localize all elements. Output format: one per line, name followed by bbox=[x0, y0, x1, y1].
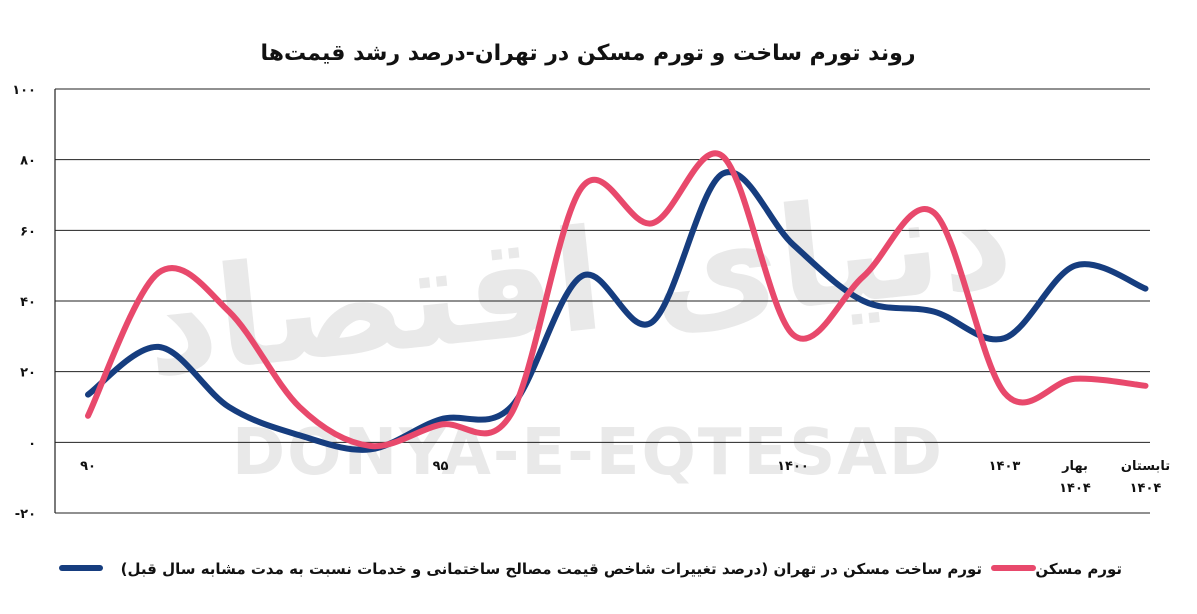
y-tick-label: ۲۰ bbox=[20, 366, 36, 381]
x-tick-label: ۱۴۰۴ bbox=[1130, 481, 1162, 496]
x-tick-label: بهار bbox=[1061, 459, 1088, 474]
x-tick-label: ۹۰ bbox=[80, 459, 96, 474]
x-axis-ticks: ۹۰ ۹۵ ۱۴۰۰ ۱۴۰۳ بهار ۱۴۰۴ تابستان ۱۴۰۴ bbox=[80, 459, 1170, 496]
x-tick-label: ۱۴۰۰ bbox=[777, 459, 809, 474]
x-tick-label: ۹۵ bbox=[433, 459, 449, 474]
chart-title: روند تورم ساخت و تورم مسکن در تهران-درصد… bbox=[261, 41, 916, 66]
legend-label-construction-inflation: تورم ساخت مسکن در تهران (درصد تغییرات شا… bbox=[121, 560, 982, 578]
legend-label-housing-inflation: تورم مسکن bbox=[1035, 560, 1122, 578]
series-line-construction-inflation bbox=[85, 169, 1149, 453]
legend: تورم مسکن تورم ساخت مسکن در تهران (درصد ت… bbox=[59, 560, 1122, 578]
x-tick-label: ۱۴۰۴ bbox=[1059, 481, 1091, 496]
x-tick-label: ۱۴۰۳ bbox=[989, 459, 1021, 474]
y-tick-label: ۸۰ bbox=[20, 154, 36, 169]
y-tick-label: ۱۰۰ bbox=[12, 83, 36, 98]
y-tick-label: -۲۰ bbox=[15, 507, 36, 522]
watermark: دنیای اقتصاد DONYA-E-EQTESAD bbox=[137, 156, 1020, 490]
grid bbox=[54, 88, 1150, 514]
y-tick-label: ۴۰ bbox=[20, 295, 36, 310]
watermark-en: DONYA-E-EQTESAD bbox=[232, 416, 944, 490]
series-line-housing-inflation bbox=[85, 150, 1149, 450]
y-tick-label: ۰ bbox=[28, 436, 36, 451]
y-axis-ticks: ۱۰۰ ۸۰ ۶۰ ۴۰ ۲۰ ۰ -۲۰ bbox=[12, 83, 36, 522]
y-tick-label: ۶۰ bbox=[20, 224, 36, 239]
series-lines bbox=[85, 150, 1149, 453]
x-tick-label: تابستان bbox=[1121, 459, 1170, 474]
